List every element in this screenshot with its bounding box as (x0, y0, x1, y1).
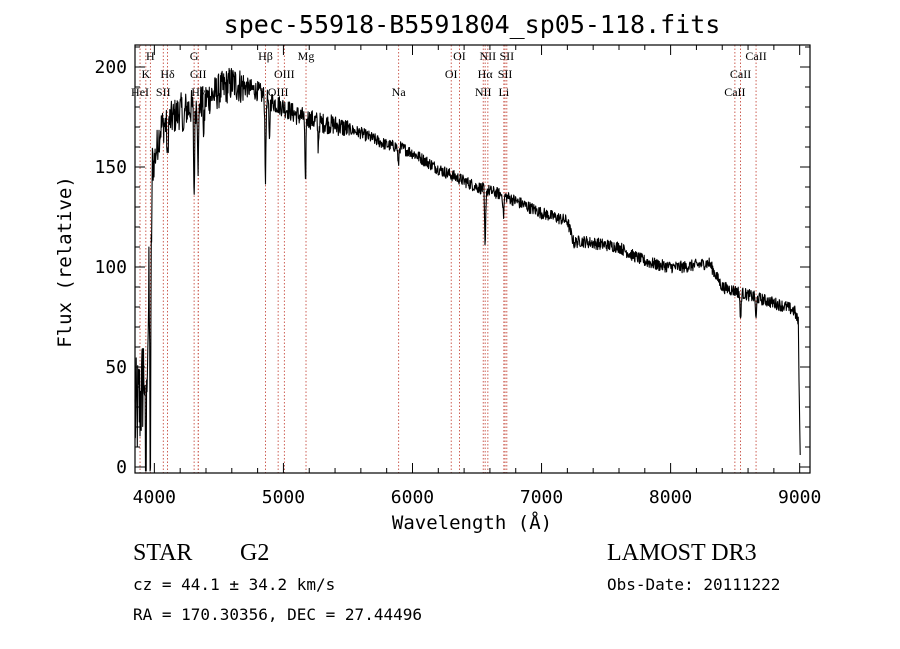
spectral-line-label: H (146, 49, 155, 63)
spectral-line-label: OIII (274, 67, 295, 81)
spectral-line-label: Hγ (191, 85, 206, 99)
spectral-line-label: OI (445, 67, 458, 81)
spectral-line-label: Hβ (258, 49, 273, 63)
y-axis-label: Flux (relative) (54, 176, 76, 348)
x-axis-label: Wavelength (Å) (392, 511, 552, 534)
spectral-line-label: CaII (724, 85, 745, 99)
object-subclass: G2 (240, 540, 269, 566)
spectral-line-label: OI (453, 49, 466, 63)
spectral-line-markers (139, 45, 757, 473)
y-tick-label: 100 (94, 257, 127, 278)
y-tick-label: 0 (116, 457, 127, 478)
x-tick-label: 4000 (133, 487, 176, 508)
coordinates: RA = 170.30356, DEC = 27.44496 (133, 605, 422, 624)
spectrum-line (134, 67, 801, 472)
x-tick-label: 9000 (778, 487, 821, 508)
spectral-line-label: SII (156, 85, 171, 99)
chart-title: spec-55918-B5591804_sp05-118.fits (224, 10, 721, 39)
spectral-line-label: K (142, 67, 151, 81)
spectral-line-label: GII (190, 67, 207, 81)
spectral-line-label: SII (499, 49, 514, 63)
y-tick-label: 150 (94, 157, 127, 178)
observation-date: Obs-Date: 20111222 (607, 575, 780, 594)
plot-frame (134, 44, 811, 474)
redshift-cz: cz = 44.1 ± 34.2 km/s (133, 575, 335, 594)
survey-name: LAMOST DR3 (607, 540, 757, 566)
spectral-line-label: Na (392, 85, 407, 99)
spectral-line-label: Hδ (160, 67, 175, 81)
x-tick-label: 5000 (262, 487, 305, 508)
spectral-line-label: OIII (268, 85, 289, 99)
object-class: STAR (133, 540, 192, 566)
x-tick-label: 7000 (520, 487, 563, 508)
y-axis: 0 50 100 150 200 (94, 46, 810, 478)
x-axis: 4000 5000 6000 7000 8000 9000 (133, 45, 821, 508)
spectral-line-label: NII (480, 49, 497, 63)
y-tick-label: 50 (105, 357, 127, 378)
spectral-line-label: CaII (730, 67, 751, 81)
x-tick-label: 6000 (391, 487, 434, 508)
spectral-line-label: Mg (298, 49, 315, 63)
spectral-line-label: G (190, 49, 199, 63)
spectral-line-label: SII (498, 67, 513, 81)
y-tick-label: 200 (94, 57, 127, 78)
x-tick-label: 8000 (649, 487, 692, 508)
spectral-line-label: HeI (131, 85, 149, 99)
spectral-line-label: Hα (478, 67, 494, 81)
spectral-line-label: CaII (745, 49, 766, 63)
spectral-line-label: Li (499, 85, 510, 99)
spectral-line-label: NII (475, 85, 492, 99)
